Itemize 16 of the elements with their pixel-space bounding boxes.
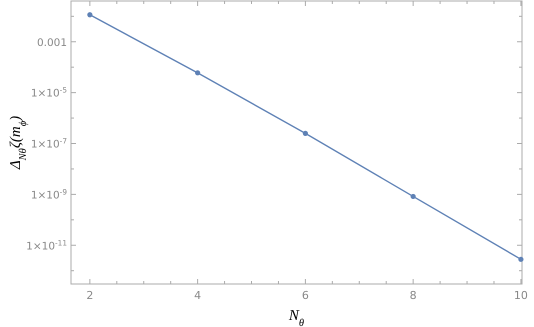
x-axis-title: N$_{θ}$: [288, 308, 304, 327]
x-tick-label: 10: [514, 289, 528, 302]
point: [302, 130, 308, 136]
y-tick-label: 0.001: [36, 36, 67, 49]
y-tick-label: 1×10$^{-7}$: [30, 136, 68, 151]
point: [410, 194, 416, 200]
x-tick-label: 4: [194, 289, 202, 302]
point: [195, 70, 200, 76]
y-tick-label: 1×10$^{-9}$: [30, 186, 68, 202]
x-tick-label: 8: [410, 289, 417, 302]
x-tick-label: 6: [302, 289, 309, 302]
point: [518, 256, 524, 262]
point: [87, 12, 92, 18]
y-tick-label: 1×10$^{-11}$: [26, 238, 67, 252]
x-tick-label: 2: [86, 289, 94, 302]
y-tick-label: 1×10$^{-5}$: [30, 85, 68, 100]
